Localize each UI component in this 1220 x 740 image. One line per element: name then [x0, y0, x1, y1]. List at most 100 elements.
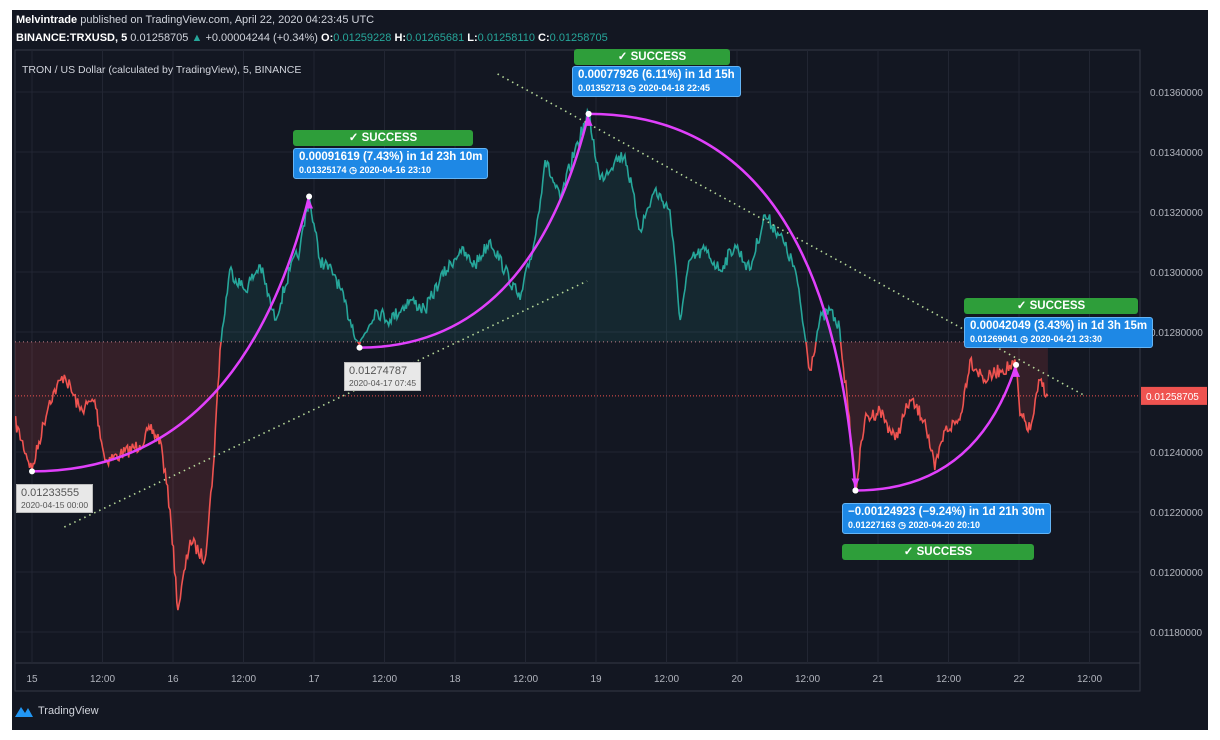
annotation-label[interactable]: 0.00042049 (3.43%) in 1d 3h 15m 0.012690…: [964, 317, 1154, 348]
publish-line: Melvintrade published on TradingView.com…: [16, 14, 374, 26]
projection-arc: [855, 364, 1018, 492]
x-tick-label: 16: [167, 674, 179, 685]
annotation-point: 0.01352713 ◷ 2020-04-18 22:45: [578, 83, 735, 94]
x-tick-label: 12:00: [795, 674, 820, 685]
high-label: H:: [394, 32, 407, 44]
annotation-change: 0.00077926 (6.11%) in 1d 15h: [578, 69, 735, 81]
clock-icon: ◷: [898, 520, 906, 530]
high-value: 0.01265681: [406, 32, 465, 44]
x-tick-label: 21: [872, 674, 884, 685]
x-tick-label: 17: [308, 674, 320, 685]
y-tick-label: 0.01280000: [1150, 328, 1203, 339]
y-tick-label: 0.01340000: [1150, 148, 1203, 159]
success-badge: ✓ SUCCESS: [574, 49, 730, 65]
price-line-down: [15, 341, 1049, 611]
projection-arc: [359, 113, 590, 349]
annotation-date: 2020-04-21 23:30: [1030, 334, 1103, 344]
last-price: 0.01258705: [130, 32, 189, 44]
annotation-label[interactable]: 0.00077926 (6.11%) in 1d 15h 0.01352713 …: [572, 66, 741, 97]
close-label: C:: [538, 32, 550, 44]
price-point-label[interactable]: 0.01233555 2020-04-15 00:00: [16, 484, 94, 513]
annotation-point: 0.01269041 ◷ 2020-04-21 23:30: [970, 334, 1147, 345]
annotation-label[interactable]: 0.00091619 (7.43%) in 1d 23h 10m 0.01325…: [293, 148, 489, 179]
projection-arc: [31, 196, 311, 473]
y-tick-label: 0.01200000: [1150, 568, 1203, 579]
annotation-price: 0.01325174: [299, 165, 347, 175]
y-tick-label: 0.01180000: [1150, 628, 1203, 639]
arrow-head-icon: [305, 199, 314, 209]
projection-arc: [588, 112, 857, 491]
annotation-point: 0.01325174 ◷ 2020-04-16 23:10: [299, 165, 482, 176]
x-tick-label: 18: [449, 674, 461, 685]
x-tick-label: 12:00: [1077, 674, 1102, 685]
success-badge: ✓ SUCCESS: [842, 544, 1034, 560]
point-price: 0.01274787: [349, 365, 408, 377]
author[interactable]: Melvintrade: [16, 14, 78, 26]
anchor-point: [29, 468, 35, 475]
annotation-change: 0.00042049 (3.43%) in 1d 3h 15m: [970, 320, 1148, 332]
success-badge: ✓ SUCCESS: [293, 130, 473, 146]
symbol[interactable]: BINANCE:TRXUSD, 5: [16, 32, 128, 44]
series-group: [15, 107, 1049, 611]
brand-name: TradingView: [38, 705, 99, 717]
symbol-line: BINANCE:TRXUSD, 5 0.01258705 ▲ +0.000042…: [16, 32, 608, 44]
annotation-price: 0.01352713: [578, 83, 626, 93]
chart-title: TRON / US Dollar (calculated by TradingV…: [22, 64, 302, 76]
point-date: 2020-04-15 00:00: [21, 500, 89, 510]
x-tick-label: 12:00: [372, 674, 397, 685]
y-tick-label: 0.01300000: [1150, 268, 1203, 279]
current-price-label: 0.01258705: [1146, 392, 1199, 403]
annotation-date: 2020-04-16 23:10: [359, 165, 432, 175]
point-date: 2020-04-17 07:45: [349, 378, 417, 388]
close-value: 0.01258705: [549, 32, 608, 44]
x-tick-label: 20: [731, 674, 743, 685]
anchor-point: [852, 487, 859, 494]
anchor-point: [306, 193, 313, 200]
annotation-price: 0.01269041: [970, 334, 1018, 344]
up-triangle-icon: ▲: [191, 32, 203, 44]
arrow-head-icon: [851, 478, 860, 488]
price-point-label[interactable]: 0.01274787 2020-04-17 07:45: [344, 362, 422, 391]
publish-info: published on TradingView.com, April 22, …: [80, 14, 375, 26]
open-value: 0.01259228: [333, 32, 392, 44]
low-label: L:: [467, 32, 478, 44]
tradingview-logo-icon: [15, 707, 33, 717]
open-label: O:: [321, 32, 334, 44]
current-price-tag: [1141, 386, 1207, 405]
success-badge: ✓ SUCCESS: [964, 298, 1138, 314]
arrow-head-icon: [584, 116, 593, 126]
x-tick-label: 12:00: [936, 674, 961, 685]
anchor-point: [356, 344, 363, 351]
annotation-price: 0.01227163: [848, 520, 896, 530]
annotation-point: 0.01227163 ◷ 2020-04-20 20:10: [848, 520, 1045, 531]
annotation-change: −0.00124923 (−9.24%) in 1d 21h 30m: [848, 506, 1045, 518]
low-value: 0.01258110: [477, 32, 535, 44]
x-tick-label: 15: [26, 674, 38, 685]
annotation-label[interactable]: −0.00124923 (−9.24%) in 1d 21h 30m 0.012…: [842, 503, 1051, 534]
x-tick-label: 12:00: [654, 674, 679, 685]
anchor-point: [585, 110, 592, 117]
x-tick-label: 12:00: [231, 674, 256, 685]
clock-icon: ◷: [1020, 334, 1028, 344]
x-tick-label: 12:00: [513, 674, 538, 685]
y-tick-label: 0.01240000: [1150, 448, 1203, 459]
time-axis: [14, 662, 1141, 692]
x-tick-label: 12:00: [90, 674, 115, 685]
annotation-change: 0.00091619 (7.43%) in 1d 23h 10m: [299, 151, 483, 163]
anchor-point: [1013, 361, 1020, 368]
y-tick-label: 0.01320000: [1150, 208, 1203, 219]
arrow-head-icon: [1012, 367, 1021, 377]
annotation-date: 2020-04-20 20:10: [908, 520, 981, 530]
clock-icon: ◷: [628, 83, 636, 93]
tradingview-logo[interactable]: TradingView: [14, 704, 99, 718]
y-tick-label: 0.01220000: [1150, 508, 1203, 519]
price-change: +0.00004244 (+0.34%): [205, 32, 318, 44]
x-tick-label: 22: [1013, 674, 1025, 685]
price-line-up: [220, 107, 842, 342]
x-tick-label: 19: [590, 674, 602, 685]
area-below-baseline: [15, 341, 1048, 611]
point-price: 0.01233555: [21, 487, 80, 499]
clock-icon: ◷: [349, 165, 357, 175]
annotation-date: 2020-04-18 22:45: [638, 83, 711, 93]
